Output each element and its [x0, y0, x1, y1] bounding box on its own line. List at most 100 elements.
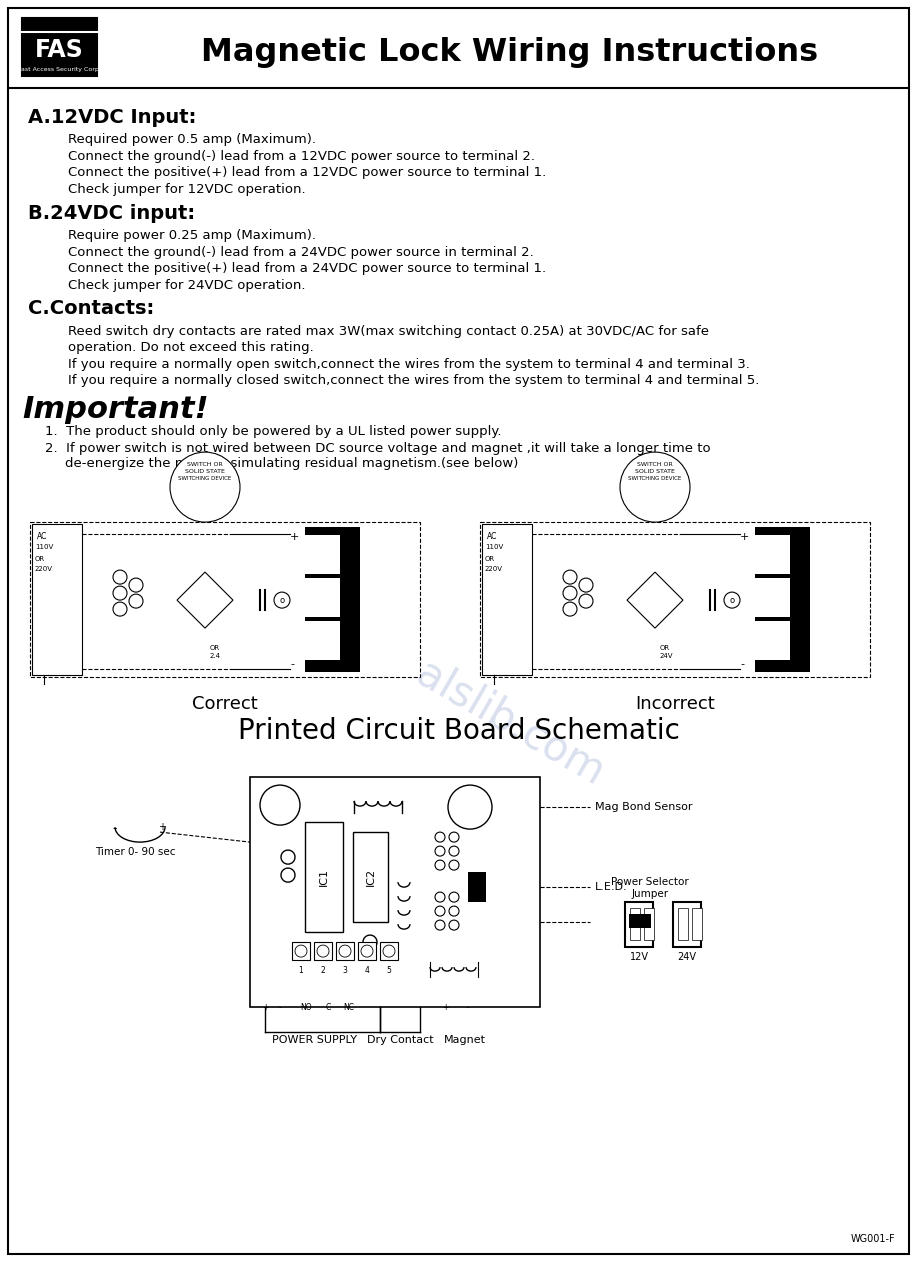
Bar — [673, 902, 701, 946]
Text: 3: 3 — [343, 967, 348, 976]
Text: SWITCH OR: SWITCH OR — [187, 462, 223, 467]
Text: o: o — [280, 596, 284, 604]
Bar — [305, 822, 343, 933]
Circle shape — [170, 452, 240, 522]
Bar — [358, 943, 376, 960]
Bar — [629, 914, 651, 928]
Text: Required power 0.5 amp (Maximum).: Required power 0.5 amp (Maximum). — [68, 134, 316, 146]
Text: Important!: Important! — [22, 395, 208, 424]
Text: C.Contacts:: C.Contacts: — [28, 299, 154, 318]
Circle shape — [563, 602, 577, 616]
Circle shape — [317, 945, 329, 957]
Bar — [482, 524, 532, 675]
Text: 2.4: 2.4 — [210, 654, 221, 659]
Text: NC: NC — [344, 1003, 355, 1012]
Circle shape — [435, 832, 445, 842]
Circle shape — [563, 586, 577, 601]
Text: 2: 2 — [321, 967, 326, 976]
Bar — [692, 909, 702, 940]
Text: If you require a normally closed switch,connect the wires from the system to ter: If you require a normally closed switch,… — [68, 375, 759, 387]
Text: -: - — [740, 659, 744, 669]
Text: OR: OR — [660, 645, 670, 651]
Text: IC2: IC2 — [366, 868, 375, 886]
Text: Printed Circuit Board Schematic: Printed Circuit Board Schematic — [238, 717, 679, 745]
Text: Reed switch dry contacts are rated max 3W(max switching contact 0.25A) at 30VDC/: Reed switch dry contacts are rated max 3… — [68, 324, 709, 338]
Bar — [32, 524, 82, 675]
Text: de-energize the magnet simulating residual magnetism.(see below): de-energize the magnet simulating residu… — [65, 457, 518, 471]
Text: SOLID STATE: SOLID STATE — [635, 469, 675, 475]
Text: 1.  The product should only be powered by a UL listed power supply.: 1. The product should only be powered by… — [45, 425, 502, 438]
Text: SOLID STATE: SOLID STATE — [185, 469, 225, 475]
Text: 110V: 110V — [485, 544, 503, 550]
Bar — [755, 528, 810, 673]
Text: 24V: 24V — [678, 952, 697, 962]
Text: Check jumper for 12VDC operation.: Check jumper for 12VDC operation. — [68, 183, 305, 196]
Text: Connect the ground(-) lead from a 12VDC power source to terminal 2.: Connect the ground(-) lead from a 12VDC … — [68, 150, 535, 163]
Bar — [630, 909, 640, 940]
Circle shape — [113, 570, 127, 584]
Bar — [644, 909, 654, 940]
Bar — [305, 578, 340, 617]
Bar — [755, 535, 790, 574]
Text: -: - — [290, 659, 294, 669]
Bar — [305, 528, 360, 673]
Text: manualslib.com: manualslib.com — [305, 593, 612, 795]
Text: Power Selector
Jumper: Power Selector Jumper — [611, 877, 689, 899]
Circle shape — [449, 832, 459, 842]
Text: 12V: 12V — [629, 952, 648, 962]
Bar — [755, 621, 790, 660]
Text: 110V: 110V — [35, 544, 53, 550]
Text: Dry Contact: Dry Contact — [367, 1035, 434, 1045]
Circle shape — [449, 906, 459, 916]
Bar — [755, 578, 790, 617]
Text: Mag Bond Sensor: Mag Bond Sensor — [595, 803, 692, 813]
Text: 4: 4 — [365, 967, 370, 976]
Circle shape — [383, 945, 395, 957]
Text: POWER SUPPLY: POWER SUPPLY — [272, 1035, 358, 1045]
Circle shape — [449, 892, 459, 902]
Text: NO: NO — [300, 1003, 312, 1012]
Text: Magnetic Lock Wiring Instructions: Magnetic Lock Wiring Instructions — [202, 37, 819, 67]
Text: Magnet: Magnet — [444, 1035, 486, 1045]
Text: o: o — [729, 596, 735, 604]
Text: OR: OR — [210, 645, 220, 651]
Circle shape — [435, 920, 445, 930]
Text: Connect the positive(+) lead from a 24VDC power source to terminal 1.: Connect the positive(+) lead from a 24VD… — [68, 262, 547, 275]
Text: OR: OR — [485, 557, 495, 562]
Circle shape — [274, 592, 290, 608]
Bar — [625, 902, 653, 946]
Text: A.12VDC Input:: A.12VDC Input: — [28, 109, 196, 127]
Text: 2.  If power switch is not wired between DC source voltage and magnet ,it will t: 2. If power switch is not wired between … — [45, 442, 711, 456]
Text: AC: AC — [37, 533, 48, 541]
Circle shape — [449, 846, 459, 856]
Text: OR: OR — [35, 557, 45, 562]
Text: Connect the ground(-) lead from a 24VDC power source in terminal 2.: Connect the ground(-) lead from a 24VDC … — [68, 246, 534, 259]
Text: -: - — [112, 822, 116, 835]
Text: Incorrect: Incorrect — [635, 695, 715, 713]
Text: AC: AC — [487, 533, 497, 541]
Circle shape — [449, 861, 459, 870]
Bar — [250, 777, 540, 1007]
Text: WG001-F: WG001-F — [850, 1234, 895, 1244]
Text: operation. Do not exceed this rating.: operation. Do not exceed this rating. — [68, 341, 314, 355]
Text: 1: 1 — [299, 967, 304, 976]
Text: Check jumper for 24VDC operation.: Check jumper for 24VDC operation. — [68, 279, 305, 292]
Circle shape — [563, 570, 577, 584]
Text: +: + — [158, 822, 166, 832]
Circle shape — [435, 892, 445, 902]
Circle shape — [579, 594, 593, 608]
Text: 5: 5 — [387, 967, 392, 976]
Circle shape — [295, 945, 307, 957]
Text: 220V: 220V — [35, 567, 53, 572]
Circle shape — [435, 906, 445, 916]
Text: Fast Access Security Corp.: Fast Access Security Corp. — [18, 67, 101, 72]
Text: 24V: 24V — [660, 654, 673, 659]
Text: +: + — [262, 1003, 268, 1012]
Text: 220V: 220V — [485, 567, 503, 572]
Text: +: + — [290, 533, 299, 543]
Circle shape — [361, 945, 373, 957]
Text: SWITCH OR: SWITCH OR — [637, 462, 673, 467]
Text: Correct: Correct — [193, 695, 258, 713]
Text: Timer 0- 90 sec: Timer 0- 90 sec — [95, 847, 175, 857]
Polygon shape — [627, 572, 683, 628]
